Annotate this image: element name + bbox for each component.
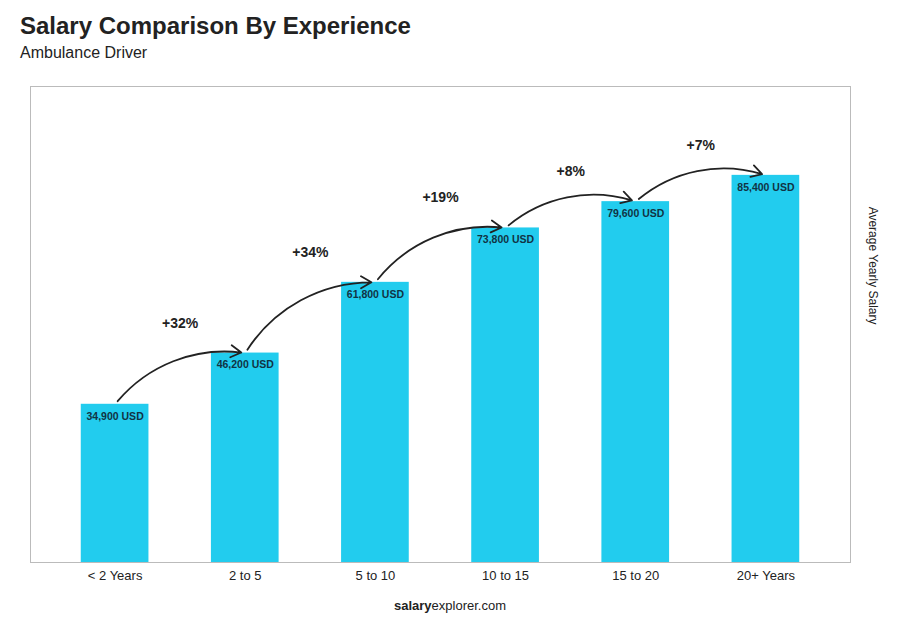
svg-text:2 to 5: 2 to 5 (229, 568, 262, 583)
svg-text:+7%: +7% (687, 137, 716, 153)
html-text:Ambulance Driver: Ambulance Driver (20, 44, 148, 61)
svg-text:5 to 10: 5 to 10 (356, 568, 396, 583)
html-text:salary explorer.com: salary explorer.com (394, 598, 506, 613)
html-text:Salary Comparison By Experienc: Salary Comparison By Experience (20, 12, 411, 39)
svg-text:Average Yearly Salary: Average Yearly Salary (866, 207, 880, 325)
svg-text:< 2 Years: < 2 Years (88, 568, 143, 583)
svg-text:15 to 20: 15 to 20 (612, 568, 659, 583)
svg-text:79,600 USD: 79,600 USD (607, 207, 665, 219)
svg-text:73,800 USD: 73,800 USD (477, 233, 535, 245)
svg-text:+8%: +8% (556, 163, 585, 179)
svg-text:20+ Years: 20+ Years (737, 568, 796, 583)
svg-text:+34%: +34% (292, 244, 329, 260)
svg-text:+32%: +32% (162, 315, 199, 331)
svg-text:61,800 USD: 61,800 USD (347, 288, 405, 300)
svg-text:10 to 15: 10 to 15 (482, 568, 529, 583)
svg-text:46,200 USD: 46,200 USD (217, 358, 275, 370)
svg-text:85,400 USD: 85,400 USD (737, 181, 795, 193)
svg-text:34,900 USD: 34,900 USD (87, 410, 145, 422)
svg-text:+19%: +19% (422, 189, 459, 205)
